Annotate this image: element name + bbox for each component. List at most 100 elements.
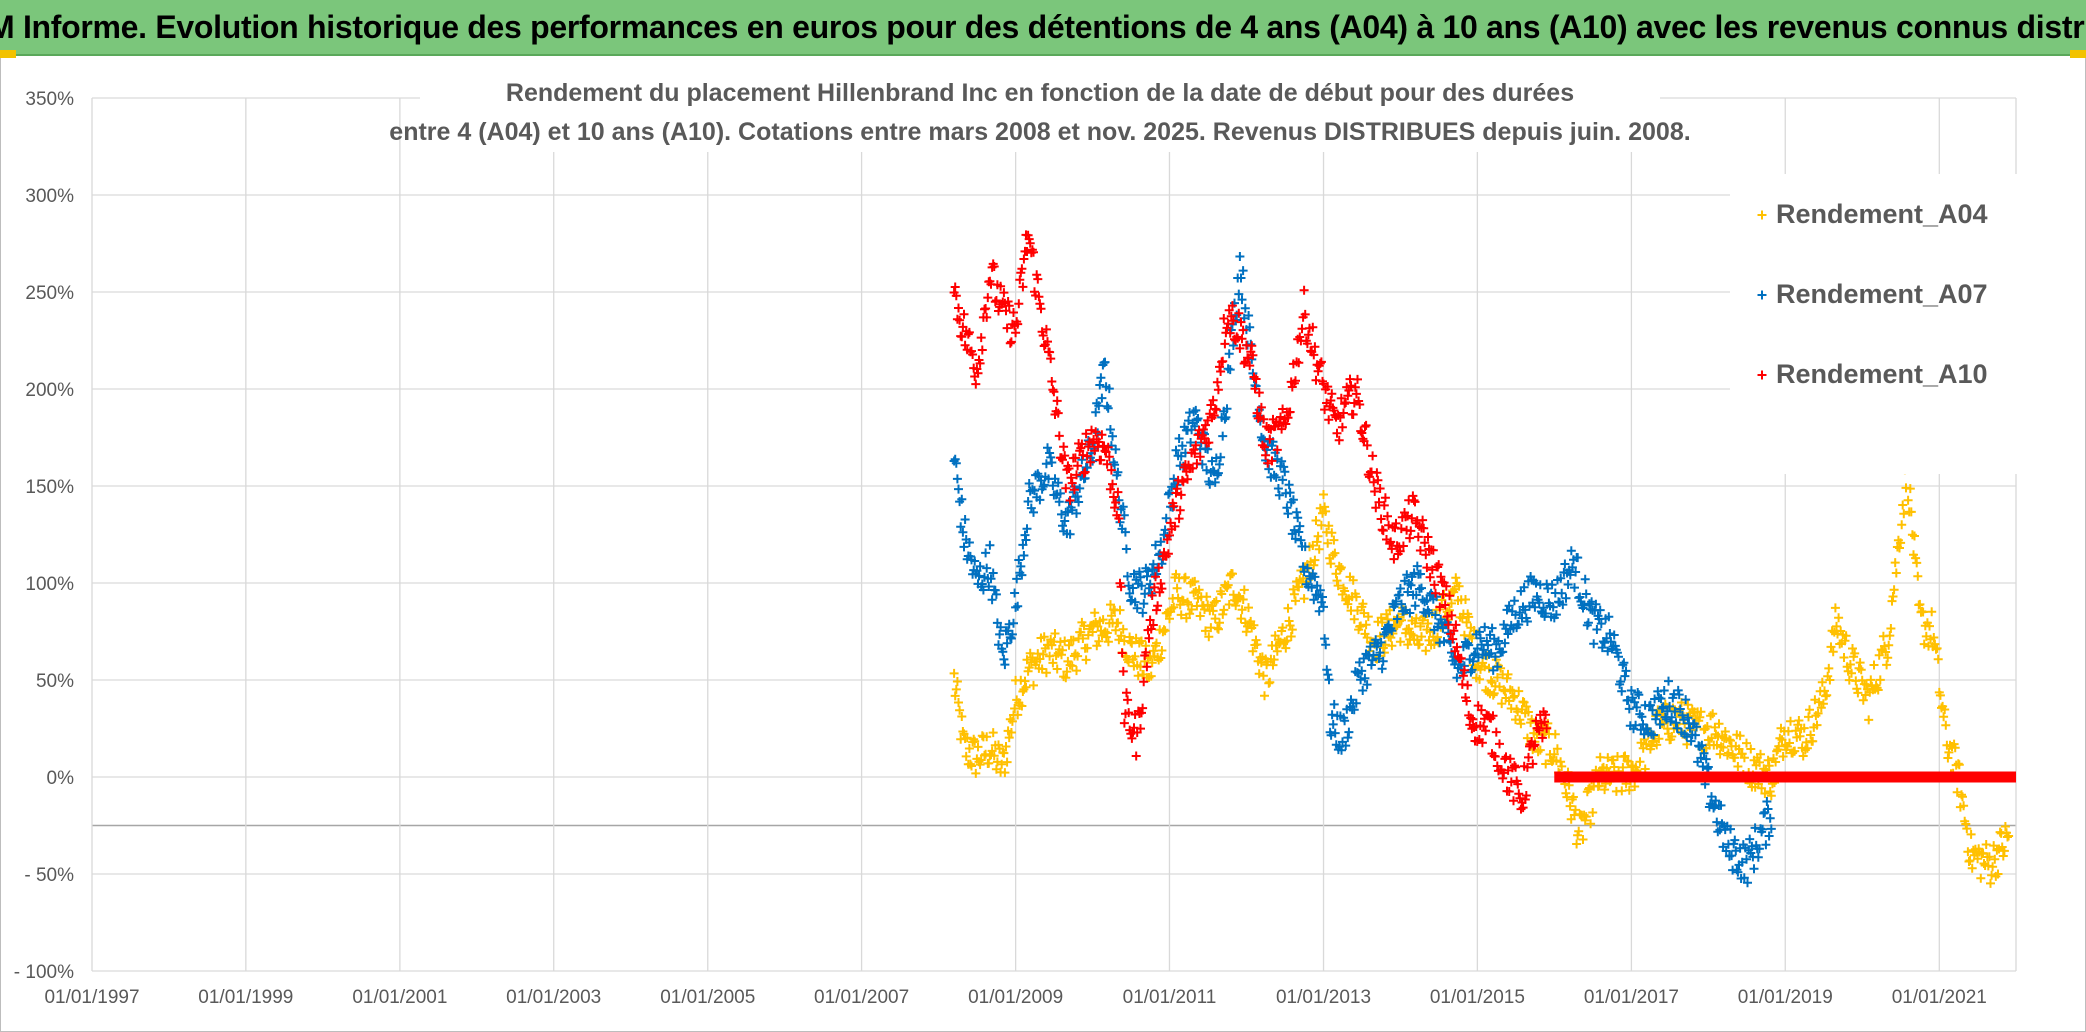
data-point [1050,629,1060,638]
data-point [1534,725,1544,735]
data-point [1509,596,1519,606]
data-point [1069,485,1079,495]
data-point [1281,643,1291,653]
data-point [1412,561,1422,571]
data-point [1915,599,1925,609]
data-point [990,585,1000,595]
data-point [1440,600,1450,610]
data-point [1841,631,1851,641]
data-point [1081,655,1091,665]
data-point [1959,801,1969,811]
data-point [1498,647,1508,657]
data-point [1004,733,1014,743]
data-point [1655,720,1665,729]
data-point [1423,619,1433,628]
data-point [1191,440,1201,450]
x-tick-label: 01/01/2001 [352,987,447,1008]
x-tick-label: 01/01/2017 [1584,987,1679,1008]
data-point [1106,465,1116,475]
data-point [1265,677,1275,687]
data-point [1950,743,1960,753]
data-point [1096,373,1106,383]
data-point [1041,324,1051,334]
data-point [1017,701,1027,711]
data-point [1578,835,1588,844]
data-point [1344,386,1354,395]
data-point [1560,559,1570,569]
data-point [1775,733,1785,743]
data-point [1047,377,1057,386]
data-point [1645,700,1655,710]
data-point [1327,389,1337,399]
data-point [1940,705,1950,714]
data-point [1808,736,1818,746]
data-point [1592,625,1602,634]
data-point [1581,589,1591,599]
data-point [1049,387,1059,397]
data-point [1556,757,1566,767]
data-point [999,288,1009,298]
data-point [1571,567,1581,577]
data-point [1217,589,1227,599]
data-point [1157,646,1167,655]
data-point [1763,804,1773,814]
data-point [1174,514,1184,524]
data-point [1289,589,1299,599]
data-point [1634,690,1644,700]
data-point [1252,640,1262,649]
data-point [1678,710,1687,720]
data-point [1299,285,1309,295]
data-point [1238,595,1248,604]
data-point [1361,620,1371,630]
data-point [1690,730,1700,740]
data-point [1774,741,1784,751]
data-point [1272,445,1282,455]
data-point [1530,602,1540,612]
data-point [1213,385,1223,395]
data-point [1830,603,1840,613]
data-point [1244,603,1253,613]
data-point [1847,668,1856,678]
data-point [1954,760,1964,770]
data-point [1002,757,1012,767]
data-point [1981,840,1991,849]
data-point [1029,680,1038,690]
data-point [1941,720,1951,730]
data-point [1151,572,1160,582]
data-point [1484,663,1494,673]
data-point [1210,477,1220,487]
data-point [962,733,972,743]
data-point [1343,599,1353,609]
data-point [1314,606,1324,616]
y-tick-label: 150% [25,477,74,498]
data-point [970,556,980,566]
data-point [1651,714,1661,724]
data-point [1414,639,1424,649]
data-point [1202,592,1212,602]
data-point [952,677,962,686]
data-point [1123,571,1132,581]
data-point [1183,474,1192,484]
data-point [1932,643,1942,653]
data-point [1309,595,1319,605]
data-point [1604,612,1614,622]
data-point [954,484,963,494]
data-point [1341,398,1351,407]
data-point [1236,273,1246,283]
data-point [1128,583,1138,593]
data-point [1222,404,1232,414]
data-point [1326,559,1336,569]
data-point [1073,651,1083,661]
data-point [1616,677,1626,687]
data-point [1222,323,1232,333]
data-point [1121,544,1131,554]
data-point [1046,354,1056,364]
data-point [1503,669,1513,679]
y-tick-label: 100% [25,574,74,595]
data-point [1761,840,1771,850]
data-point [1367,655,1377,665]
data-point [960,515,970,524]
data-point [1080,467,1090,477]
data-point [1279,462,1289,472]
data-point [1515,608,1525,617]
